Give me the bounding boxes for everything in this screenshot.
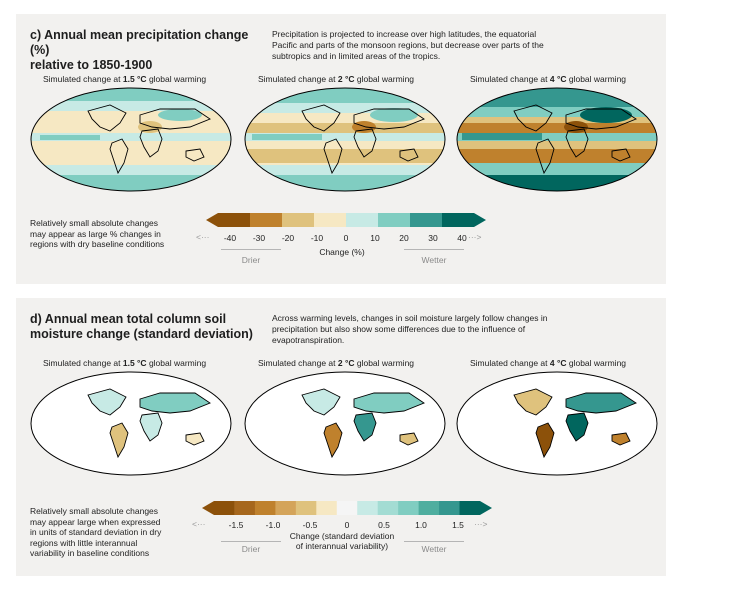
map-label-1-5: Simulated change at 1.5 °C global warmin… — [43, 74, 207, 84]
soil-colorbar-segment — [275, 501, 297, 515]
soil-colorbar — [202, 501, 492, 515]
precip-colorbar-segment — [314, 213, 347, 227]
soil-drier-arrow-line — [221, 541, 281, 542]
soil-map-label-1-5: Simulated change at 1.5 °C global warmin… — [43, 358, 207, 368]
precip-colorbar-segment — [250, 213, 283, 227]
soil-colorbar-segment — [418, 501, 440, 515]
drier-arrow-line — [221, 249, 281, 250]
soil-colorbar-segment — [439, 501, 461, 515]
soil-drier-label: Drier — [241, 544, 261, 554]
precip-tick-label: -30 — [252, 233, 266, 243]
precip-tick-label: 30 — [428, 233, 438, 243]
soil-tick-label: -1.5 — [228, 520, 244, 530]
soil-colorbar-segment — [254, 501, 276, 515]
panel-c-description: Precipitation is projected to increase o… — [272, 29, 544, 61]
precip-map-1-5 — [30, 87, 232, 192]
soil-wetter-arrow-line — [404, 541, 464, 542]
soil-tick-label: 1.5 — [452, 520, 464, 530]
precip-colorbar-segment — [346, 213, 379, 227]
soil-colorbar-right-arrow: ···> — [474, 519, 488, 529]
soil-colorbar-segment — [398, 501, 420, 515]
soil-colorbar-title: Change (standard deviation of interannua… — [289, 531, 395, 551]
soil-wetter-label: Wetter — [421, 544, 447, 554]
precip-colorbar-segment — [206, 213, 250, 227]
precip-tick-label: 0 — [343, 233, 349, 243]
precip-tick-label: -10 — [310, 233, 324, 243]
soil-colorbar-left-arrow: <··· — [192, 519, 206, 529]
soil-colorbar-segment — [459, 501, 492, 515]
soil-tick-label: -0.5 — [302, 520, 318, 530]
precip-map-2 — [244, 87, 446, 192]
drier-label: Drier — [241, 255, 261, 265]
soil-map-4 — [456, 371, 658, 476]
soil-map-1-5 — [30, 371, 232, 476]
soil-tick-label: -1.0 — [265, 520, 281, 530]
colorbar-title: Change (%) — [319, 247, 365, 257]
wetter-label: Wetter — [421, 255, 447, 265]
soil-tick-label: 0 — [344, 520, 350, 530]
soil-colorbar-segment — [316, 501, 338, 515]
precip-colorbar-segment — [282, 213, 315, 227]
panel-d-note: Relatively small absolute changes may ap… — [30, 506, 162, 558]
panel-c-note: Relatively small absolute changes may ap… — [30, 218, 165, 249]
wetter-arrow-line — [404, 249, 464, 250]
soil-colorbar-segment — [202, 501, 235, 515]
colorbar-right-arrow: ···> — [468, 232, 482, 242]
soil-map-label-4: Simulated change at 4 °C global warming — [470, 358, 627, 368]
precip-tick-label: 40 — [457, 233, 467, 243]
panel-c-title: c) Annual mean precipitation change (%) … — [30, 28, 249, 72]
panel-soil-moisture: d) Annual mean total column soil moistur… — [16, 298, 666, 576]
precip-tick-label: 10 — [370, 233, 380, 243]
map-label-2: Simulated change at 2 °C global warming — [258, 74, 415, 84]
panel-d-title: d) Annual mean total column soil moistur… — [30, 312, 253, 341]
precip-tick-label: -40 — [223, 233, 237, 243]
soil-colorbar-segment — [357, 501, 379, 515]
soil-map-2 — [244, 371, 446, 476]
panel-precipitation: c) Annual mean precipitation change (%) … — [16, 14, 666, 284]
map-label-4: Simulated change at 4 °C global warming — [470, 74, 627, 84]
precip-colorbar-segment — [410, 213, 443, 227]
soil-tick-label: 1.0 — [415, 520, 427, 530]
panel-d-description: Across warming levels, changes in soil m… — [272, 313, 548, 345]
soil-map-label-2: Simulated change at 2 °C global warming — [258, 358, 415, 368]
precip-map-4 — [456, 87, 658, 192]
soil-colorbar-segment — [234, 501, 256, 515]
precip-tick-label: -20 — [281, 233, 295, 243]
soil-colorbar-segment — [295, 501, 317, 515]
precip-tick-label: 20 — [399, 233, 409, 243]
precip-colorbar-segment — [378, 213, 411, 227]
precip-colorbar-segment — [442, 213, 486, 227]
soil-tick-label: 0.5 — [378, 520, 390, 530]
soil-colorbar-segment — [336, 501, 358, 515]
colorbar-left-arrow: <··· — [196, 232, 210, 242]
soil-colorbar-segment — [377, 501, 399, 515]
precip-colorbar — [206, 213, 486, 227]
